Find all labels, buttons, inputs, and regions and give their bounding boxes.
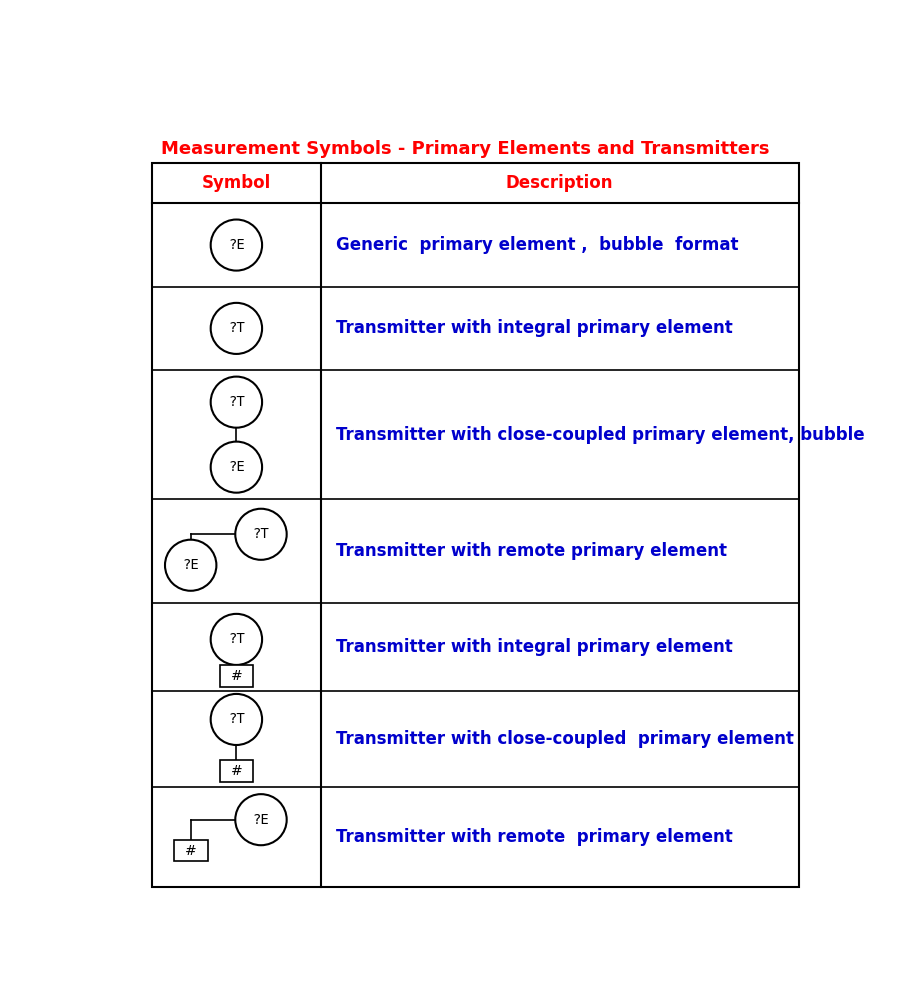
Text: Transmitter with integral primary element: Transmitter with integral primary elemen…: [336, 320, 733, 338]
Text: ?T: ?T: [228, 395, 245, 409]
Text: Transmitter with integral primary element: Transmitter with integral primary elemen…: [336, 638, 733, 656]
Text: ?E: ?E: [182, 558, 199, 572]
Text: ?E: ?E: [228, 460, 245, 474]
Text: Symbol: Symbol: [201, 174, 271, 192]
Ellipse shape: [210, 614, 262, 665]
Text: Transmitter with close-coupled primary element, bubble: Transmitter with close-coupled primary e…: [336, 426, 865, 443]
Text: #: #: [230, 668, 242, 682]
Text: ?T: ?T: [228, 322, 245, 336]
Ellipse shape: [235, 794, 287, 845]
Text: ?T: ?T: [253, 528, 269, 542]
Text: Transmitter with remote primary element: Transmitter with remote primary element: [336, 543, 727, 561]
Ellipse shape: [210, 693, 262, 745]
Text: ?T: ?T: [228, 632, 245, 646]
Ellipse shape: [210, 441, 262, 492]
Text: Generic  primary element ,  bubble  format: Generic primary element , bubble format: [336, 236, 738, 254]
Text: ?T: ?T: [228, 713, 245, 727]
Text: Description: Description: [506, 174, 613, 192]
Bar: [219, 665, 253, 686]
Ellipse shape: [210, 377, 262, 428]
Text: #: #: [185, 843, 197, 857]
Text: #: #: [230, 764, 242, 778]
Text: Transmitter with remote  primary element: Transmitter with remote primary element: [336, 828, 733, 846]
Bar: [219, 761, 253, 782]
Ellipse shape: [165, 540, 217, 591]
Ellipse shape: [210, 303, 262, 354]
Text: Measurement Symbols - Primary Elements and Transmitters: Measurement Symbols - Primary Elements a…: [161, 140, 769, 158]
Text: ?E: ?E: [253, 813, 269, 827]
Bar: [174, 840, 208, 861]
Ellipse shape: [235, 509, 287, 560]
Text: Transmitter with close-coupled  primary element: Transmitter with close-coupled primary e…: [336, 730, 794, 748]
Text: ?E: ?E: [228, 238, 245, 252]
Ellipse shape: [210, 219, 262, 270]
